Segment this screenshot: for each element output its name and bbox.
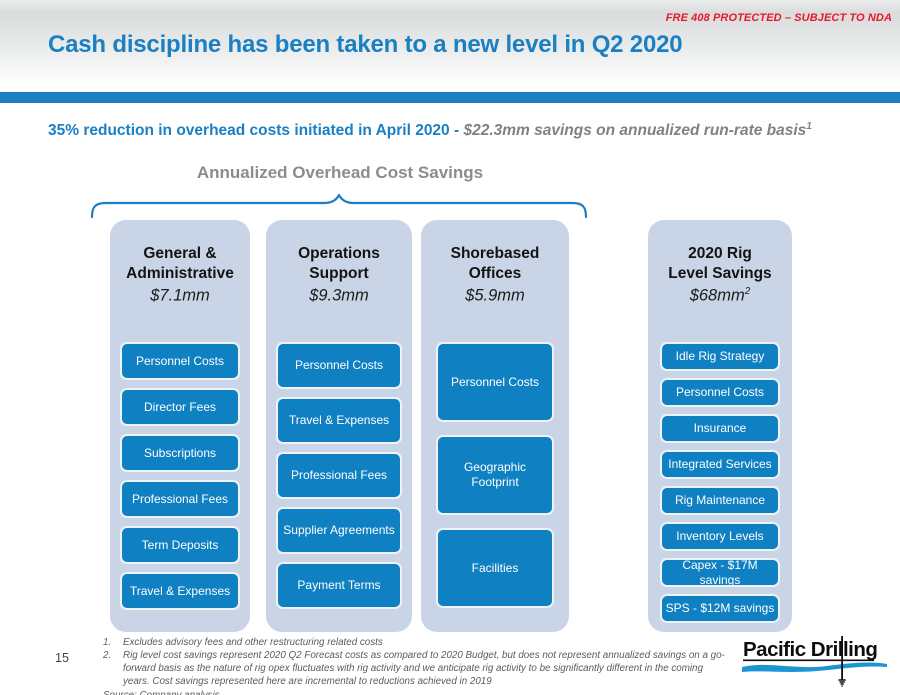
logo-drill-string	[841, 636, 843, 680]
item-box: Personnel Costs	[276, 342, 402, 389]
column-title-line1: Operations	[298, 245, 380, 262]
footnote-2: 2. Rig level cost savings represent 2020…	[103, 649, 731, 688]
brace-heading: Annualized Overhead Cost Savings	[196, 163, 484, 182]
subtitle-lead: 35% reduction in overhead costs initiate…	[48, 122, 464, 140]
column-title-line1: 2020 Rig	[688, 245, 752, 262]
subtitle-footnote-ref: 1	[806, 121, 812, 132]
item-box: Travel & Expenses	[276, 397, 402, 444]
column-rig-level-savings: 2020 Rig Level Savings $68mm2 Idle Rig St…	[648, 220, 792, 632]
item-box: Subscriptions	[120, 434, 240, 472]
logo-wave	[742, 662, 887, 672]
logo-drill-bit	[838, 679, 846, 687]
item-box: Director Fees	[120, 388, 240, 426]
item-box: Term Deposits	[120, 526, 240, 564]
item-box: Professional Fees	[120, 480, 240, 518]
item-box: Idle Rig Strategy	[660, 342, 780, 371]
column-items: Personnel Costs Travel & Expenses Profes…	[266, 342, 412, 609]
item-box: Personnel Costs	[120, 342, 240, 380]
column-amount: $9.3mm	[266, 286, 412, 306]
column-title-line2: Support	[309, 265, 369, 283]
item-box: Personnel Costs	[660, 378, 780, 407]
column-title-line2: Offices	[468, 265, 522, 283]
item-box: Payment Terms	[276, 562, 402, 609]
page-title: Cash discipline has been taken to a new …	[48, 31, 683, 58]
column-amount: $5.9mm	[421, 286, 569, 306]
amount-value: $68mm	[689, 286, 745, 305]
item-box: Personnel Costs	[436, 342, 554, 422]
column-amount: $7.1mm	[110, 286, 250, 306]
column-title-line2: Level Savings	[668, 265, 772, 283]
item-box: Geographic Footprint	[436, 435, 554, 515]
column-operations-support: Operations Support $9.3mm Personnel Costs…	[266, 220, 412, 632]
column-title-line1: General &	[143, 245, 217, 262]
source-line: Source: Company analysis	[103, 689, 731, 695]
footnote-number: 2.	[103, 650, 112, 662]
column-items: Personnel Costs Geographic Footprint Fac…	[421, 342, 569, 608]
item-box: Integrated Services	[660, 450, 780, 479]
curly-brace-icon	[90, 194, 588, 218]
item-box: Inventory Levels	[660, 522, 780, 551]
item-box: Rig Maintenance	[660, 486, 780, 515]
column-amount: $68mm2	[648, 286, 792, 306]
column-items: Idle Rig Strategy Personnel Costs Insura…	[648, 342, 792, 623]
footnote-1: 1. Excludes advisory fees and other rest…	[103, 636, 731, 649]
column-items: Personnel Costs Director Fees Subscripti…	[110, 342, 250, 610]
subtitle-emphasis: $22.3mm savings on annualized run-rate b…	[463, 122, 807, 140]
amount-footnote-ref: 2	[744, 286, 751, 298]
amount-value: $7.1mm	[150, 286, 210, 305]
column-title-line2: Administrative	[126, 265, 234, 283]
column-title: Operations Support	[266, 244, 412, 284]
header-divider-bar	[0, 92, 900, 103]
footnotes: 1. Excludes advisory fees and other rest…	[103, 636, 731, 695]
slide-header: FRE 408 PROTECTED – SUBJECT TO NDA Cash …	[0, 0, 900, 92]
footnote-text: Excludes advisory fees and other restruc…	[123, 637, 383, 648]
protect-notice: FRE 408 PROTECTED – SUBJECT TO NDA	[665, 12, 892, 24]
item-box: SPS - $12M savings	[660, 594, 780, 623]
column-shorebased-offices: Shorebased Offices $5.9mm Personnel Costs…	[421, 220, 569, 632]
item-box: Capex - $17M savings	[660, 558, 780, 587]
item-box: Professional Fees	[276, 452, 402, 499]
item-box: Facilities	[436, 528, 554, 608]
item-box: Insurance	[660, 414, 780, 443]
amount-value: $9.3mm	[309, 286, 369, 305]
footnote-text: Rig level cost savings represent 2020 Q2…	[123, 650, 725, 688]
item-box: Travel & Expenses	[120, 572, 240, 610]
column-title-line1: Shorebased	[450, 245, 540, 262]
page-number: 15	[55, 651, 69, 665]
logo-text: Pacific Drilling	[743, 638, 877, 661]
item-box: Supplier Agreements	[276, 507, 402, 554]
column-title: 2020 Rig Level Savings	[648, 244, 792, 284]
amount-value: $5.9mm	[465, 286, 525, 305]
subtitle: 35% reduction in overhead costs initiate…	[48, 121, 812, 140]
footnote-number: 1.	[103, 637, 112, 648]
column-title: General & Administrative	[110, 244, 250, 284]
column-title: Shorebased Offices	[421, 244, 569, 284]
column-general-admin: General & Administrative $7.1mm Personnel…	[110, 220, 250, 632]
pacific-drilling-logo: Pacific Drilling	[742, 636, 887, 687]
